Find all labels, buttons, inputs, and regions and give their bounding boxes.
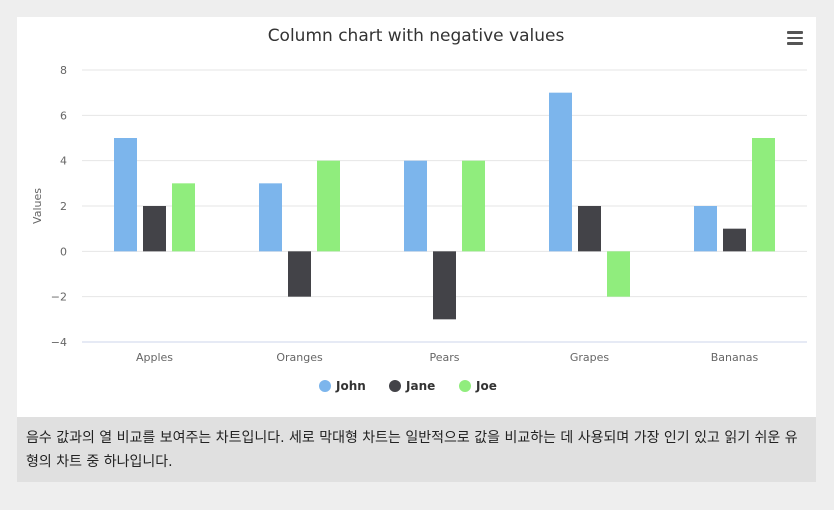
legend-marker-joe [459, 380, 471, 392]
chart-card: Column chart with negative values −4 −2 0 2 4… [17, 17, 816, 482]
bar-john-pears [404, 160, 427, 252]
x-tick-label: Oranges [276, 351, 323, 364]
bar-jane-pears [433, 251, 456, 320]
bar-john-apples [114, 138, 137, 252]
x-tick-label: Apples [136, 351, 173, 364]
bar-jane-grapes [578, 206, 601, 252]
x-tick-label: Pears [429, 351, 459, 364]
x-tick-label: Grapes [570, 351, 610, 364]
y-tick-label: −4 [51, 336, 67, 349]
y-tick-label: 4 [60, 155, 67, 168]
bar-joe-apples [172, 183, 195, 252]
legend-label-john: John [335, 379, 366, 393]
bar-john-oranges [259, 183, 282, 252]
bar-joe-bananas [752, 138, 775, 252]
hamburger-menu-icon[interactable] [787, 31, 803, 45]
legend-marker-john [319, 380, 331, 392]
column-chart: Column chart with negative values −4 −2 0 2 4… [31, 26, 807, 393]
x-tick-label: Bananas [711, 351, 759, 364]
bar-john-bananas [694, 206, 717, 252]
bar-jane-bananas [723, 228, 746, 252]
bar-john-grapes [549, 92, 572, 252]
legend-label-jane: Jane [405, 379, 435, 393]
y-tick-label: 6 [60, 109, 67, 122]
y-tick-label: 8 [60, 64, 67, 77]
y-axis-label: Values [31, 188, 44, 224]
legend-label-joe: Joe [475, 379, 497, 393]
bar-jane-oranges [288, 251, 311, 297]
legend-marker-jane [389, 380, 401, 392]
y-tick-label: 2 [60, 200, 67, 213]
y-tick-label: −2 [51, 291, 67, 304]
chart-description: 음수 값과의 열 비교를 보여주는 차트입니다. 세로 막대형 차트는 일반적으… [17, 417, 816, 482]
bar-joe-oranges [317, 160, 340, 252]
bar-joe-grapes [607, 251, 630, 297]
y-tick-label: 0 [60, 245, 67, 258]
chart-title: Column chart with negative values [268, 26, 565, 46]
bar-joe-pears [462, 160, 485, 252]
bar-jane-apples [143, 206, 166, 252]
chart-area: Column chart with negative values −4 −2 0 2 4… [17, 17, 816, 417]
